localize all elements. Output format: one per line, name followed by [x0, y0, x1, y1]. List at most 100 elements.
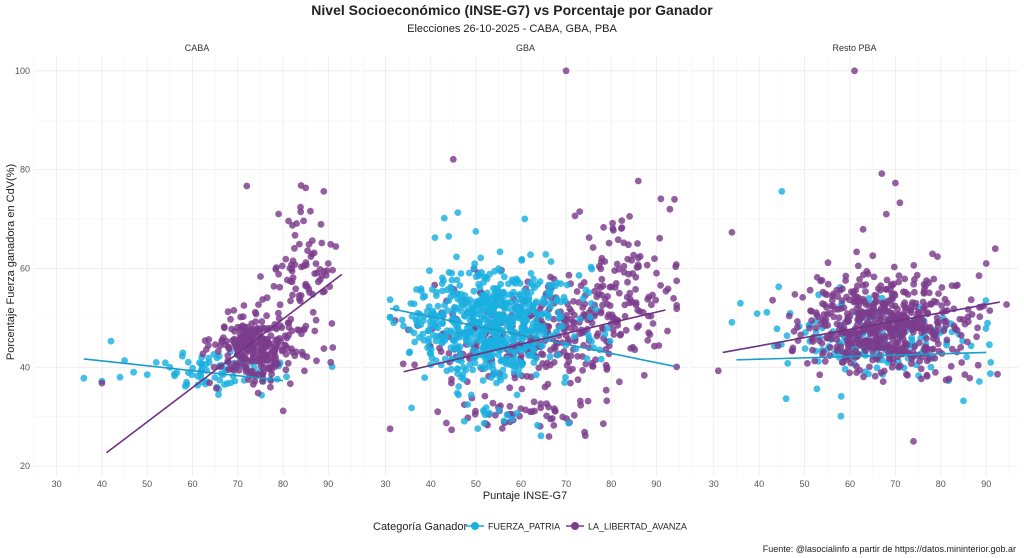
data-point-la-libertad-avanza	[598, 291, 605, 299]
data-point-fuerza-patria	[447, 327, 455, 335]
legend-key-fuerza-patria	[471, 522, 479, 530]
x-tick-label: 70	[890, 479, 900, 489]
data-point-fuerza-patria	[439, 319, 446, 327]
data-point-la-libertad-avanza	[991, 245, 999, 253]
data-point-fuerza-patria	[546, 291, 554, 299]
data-point-la-libertad-avanza	[300, 262, 307, 270]
data-point-la-libertad-avanza	[243, 363, 250, 371]
data-point-fuerza-patria	[547, 281, 555, 289]
data-point-la-libertad-avanza	[817, 277, 824, 285]
data-point-fuerza-patria	[583, 355, 591, 363]
x-tick-label: 30	[52, 479, 62, 489]
data-point-la-libertad-avanza	[571, 212, 579, 220]
data-point-fuerza-patria	[737, 299, 744, 307]
data-point-fuerza-patria	[500, 273, 508, 281]
data-point-la-libertad-avanza	[291, 352, 299, 360]
y-axis-title: Porcentaje Fuerza ganadora en CdV(%)	[5, 164, 17, 360]
data-point-fuerza-patria	[601, 330, 609, 338]
data-point-la-libertad-avanza	[437, 348, 445, 355]
data-point-la-libertad-avanza	[646, 331, 654, 338]
data-point-la-libertad-avanza	[585, 234, 593, 242]
data-point-la-libertad-avanza	[632, 286, 639, 293]
data-point-la-libertad-avanza	[664, 327, 671, 335]
data-point-fuerza-patria	[481, 365, 489, 372]
data-point-la-libertad-avanza	[994, 370, 1001, 378]
data-point-fuerza-patria	[982, 325, 990, 332]
data-point-la-libertad-avanza	[947, 362, 955, 370]
data-point-la-libertad-avanza	[311, 270, 319, 277]
data-point-la-libertad-avanza	[845, 296, 853, 304]
data-point-la-libertad-avanza	[258, 335, 266, 343]
x-tick-label: 70	[561, 479, 571, 489]
data-point-la-libertad-avanza	[270, 282, 278, 290]
data-point-la-libertad-avanza	[311, 327, 319, 335]
data-point-la-libertad-avanza	[287, 297, 294, 305]
data-point-la-libertad-avanza	[920, 327, 928, 335]
data-point-fuerza-patria	[518, 323, 526, 331]
data-point-la-libertad-avanza	[278, 347, 286, 355]
data-point-fuerza-patria	[457, 307, 465, 315]
data-point-fuerza-patria	[518, 256, 526, 263]
data-point-la-libertad-avanza	[603, 300, 611, 308]
data-point-la-libertad-avanza	[571, 324, 579, 332]
data-point-la-libertad-avanza	[876, 286, 884, 294]
data-point-la-libertad-avanza	[276, 301, 284, 309]
data-point-la-libertad-avanza	[870, 273, 878, 281]
data-point-la-libertad-avanza	[853, 248, 860, 256]
data-point-fuerza-patria	[474, 425, 482, 432]
data-point-la-libertad-avanza	[929, 345, 937, 353]
data-point-la-libertad-avanza	[291, 244, 298, 252]
data-point-la-libertad-avanza	[935, 290, 942, 297]
data-point-fuerza-patria	[183, 378, 190, 386]
data-point-la-libertad-avanza	[275, 270, 282, 278]
data-point-fuerza-patria	[592, 305, 600, 313]
data-point-fuerza-patria	[476, 284, 484, 292]
data-point-fuerza-patria	[500, 288, 507, 296]
data-point-la-libertad-avanza	[834, 293, 842, 300]
data-point-la-libertad-avanza	[259, 364, 267, 372]
data-point-la-libertad-avanza	[620, 262, 628, 270]
data-point-la-libertad-avanza	[625, 241, 632, 249]
data-point-fuerza-patria	[528, 342, 535, 350]
data-point-la-libertad-avanza	[859, 295, 867, 303]
data-point-fuerza-patria	[494, 285, 502, 292]
data-point-la-libertad-avanza	[626, 299, 633, 307]
data-point-fuerza-patria	[522, 317, 530, 324]
data-point-la-libertad-avanza	[879, 378, 887, 385]
data-point-fuerza-patria	[584, 331, 592, 339]
data-point-la-libertad-avanza	[618, 225, 625, 232]
trend-line-fuerza-patria	[389, 307, 675, 368]
data-point-la-libertad-avanza	[871, 330, 879, 338]
data-point-la-libertad-avanza	[230, 307, 238, 314]
data-point-la-libertad-avanza	[941, 295, 949, 303]
data-point-la-libertad-avanza	[620, 268, 628, 276]
legend-label-fuerza-patria: FUERZA_PATRIA	[488, 522, 560, 532]
data-point-la-libertad-avanza	[445, 350, 453, 357]
data-point-la-libertad-avanza	[301, 367, 308, 375]
data-point-la-libertad-avanza	[888, 363, 896, 371]
data-point-la-libertad-avanza	[634, 177, 642, 185]
y-tick-label: 40	[20, 362, 30, 372]
data-point-la-libertad-avanza	[875, 312, 883, 320]
data-point-la-libertad-avanza	[974, 324, 981, 332]
data-point-la-libertad-avanza	[856, 276, 863, 283]
data-point-fuerza-patria	[984, 319, 991, 327]
data-point-la-libertad-avanza	[289, 291, 296, 299]
data-point-la-libertad-avanza	[386, 425, 394, 433]
trend-line-la-libertad-avanza	[722, 301, 1000, 354]
data-point-la-libertad-avanza	[609, 225, 617, 232]
data-point-la-libertad-avanza	[907, 309, 915, 316]
data-point-fuerza-patria	[478, 306, 486, 314]
data-point-fuerza-patria	[143, 371, 151, 379]
data-point-fuerza-patria	[528, 352, 536, 360]
data-point-la-libertad-avanza	[869, 356, 876, 364]
data-point-fuerza-patria	[487, 353, 494, 361]
data-point-la-libertad-avanza	[870, 300, 878, 308]
data-point-la-libertad-avanza	[523, 372, 531, 380]
data-point-fuerza-patria	[173, 369, 181, 377]
data-point-fuerza-patria	[484, 296, 492, 304]
data-point-la-libertad-avanza	[549, 415, 556, 422]
data-point-la-libertad-avanza	[598, 275, 606, 283]
data-point-la-libertad-avanza	[302, 184, 310, 192]
data-point-la-libertad-avanza	[602, 386, 610, 394]
